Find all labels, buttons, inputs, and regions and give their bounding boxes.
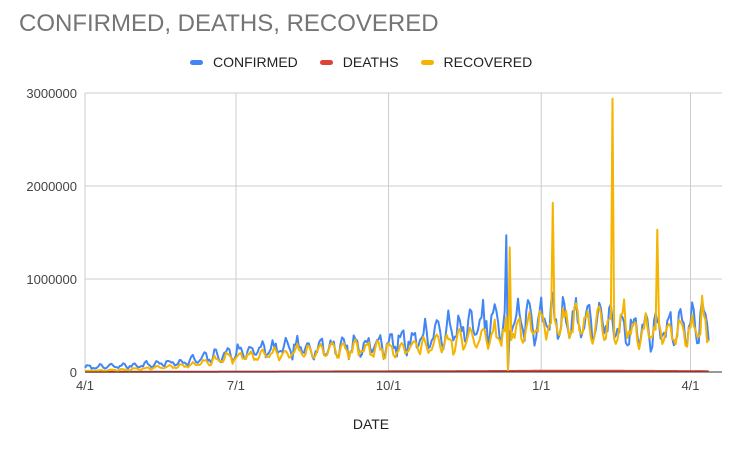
- x-tick-label: 10/1: [376, 378, 401, 393]
- legend-label-recovered: RECOVERED: [443, 54, 533, 70]
- series-line-confirmed: [84, 234, 710, 372]
- legend-item-recovered[interactable]: RECOVERED: [420, 54, 533, 70]
- y-tick-label: 1000000: [26, 272, 77, 287]
- legend-item-deaths[interactable]: DEATHS: [319, 54, 399, 70]
- legend-swatch-deaths: [319, 59, 333, 65]
- series-line-recovered: [84, 97, 710, 373]
- y-tick-label: 3000000: [26, 86, 77, 101]
- x-tick-label: 4/1: [681, 378, 699, 393]
- x-tick-label: 1/1: [532, 378, 550, 393]
- x-tick-label: 4/1: [76, 378, 94, 393]
- legend-swatch-recovered: [420, 59, 434, 65]
- x-tick-label: 7/1: [227, 378, 245, 393]
- legend-label-deaths: DEATHS: [342, 54, 399, 70]
- chart-legend: CONFIRMED DEATHS RECOVERED: [190, 53, 554, 71]
- legend-label-confirmed: CONFIRMED: [213, 54, 298, 70]
- chart-title: CONFIRMED, DEATHS, RECOVERED: [19, 10, 439, 37]
- legend-swatch-confirmed: [190, 59, 203, 65]
- legend-item-confirmed[interactable]: CONFIRMED: [190, 54, 298, 70]
- x-axis-label: DATE: [352, 416, 390, 432]
- y-tick-label: 0: [70, 365, 77, 380]
- y-tick-label: 2000000: [26, 179, 77, 194]
